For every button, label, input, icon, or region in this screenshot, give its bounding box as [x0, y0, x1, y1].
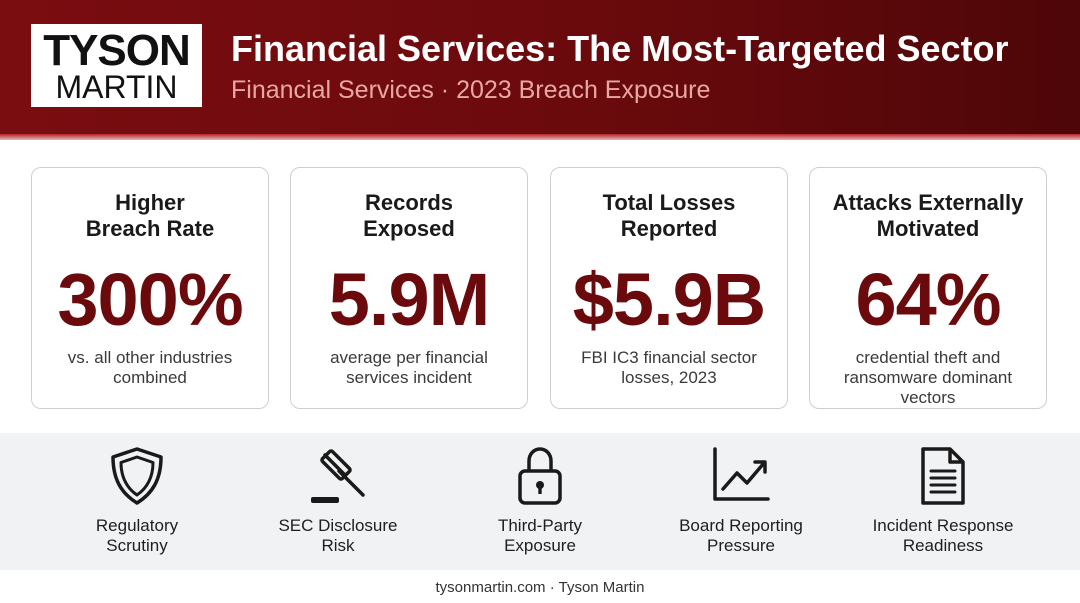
page-subtitle: Financial Services · 2023 Breach Exposur…: [231, 76, 711, 104]
stat-title: Total Losses Reported: [602, 190, 736, 241]
risk-item-board-reporting: Board Reporting Pressure: [656, 445, 826, 556]
risk-item-third-party: Third-Party Exposure: [455, 445, 625, 556]
shield-icon: [111, 447, 163, 505]
stat-card-breach-rate: Higher Breach Rate 300% vs. all other in…: [31, 167, 269, 409]
stat-value: 5.9M: [328, 258, 491, 341]
risk-label: Third-Party Exposure: [497, 516, 583, 555]
stat-title: Records Exposed: [363, 190, 455, 241]
lock-icon: [518, 447, 562, 505]
stat-card-external-attacks: Attacks Externally Motivated 64% credent…: [809, 167, 1047, 409]
stat-card-total-losses: Total Losses Reported $5.9B FBI IC3 fina…: [550, 167, 788, 409]
risk-label: SEC Disclosure Risk: [278, 516, 398, 555]
stat-description: FBI IC3 financial sector losses, 2023: [581, 348, 757, 387]
risk-item-sec-disclosure: SEC Disclosure Risk: [253, 445, 423, 556]
chart-trend-icon: [713, 447, 770, 501]
stat-title: Attacks Externally Motivated: [832, 190, 1024, 241]
page-title: Financial Services: The Most-Targeted Se…: [231, 28, 1009, 69]
footer-credit: tysonmartin.com · Tyson Martin: [435, 579, 645, 596]
stat-card-records-exposed: Records Exposed 5.9M average per financi…: [290, 167, 528, 409]
stat-description: credential theft and ransomware dominant…: [843, 348, 1013, 407]
stat-value: $5.9B: [572, 258, 766, 341]
stat-description: average per financial services incident: [330, 348, 488, 387]
risk-label: Incident Response Readiness: [872, 516, 1014, 555]
header-divider: [0, 134, 1080, 140]
risk-label: Regulatory Scrutiny: [95, 516, 179, 555]
gavel-icon: [311, 449, 365, 503]
risk-item-regulatory: Regulatory Scrutiny: [52, 445, 222, 556]
logo-line-1: TYSON: [43, 26, 191, 75]
logo-line-2: MARTIN: [55, 69, 178, 105]
document-icon: [921, 447, 965, 505]
stat-title: Higher Breach Rate: [85, 190, 215, 241]
stat-value: 300%: [57, 258, 243, 341]
risk-item-incident-response: Incident Response Readiness: [858, 445, 1028, 556]
stat-value: 64%: [855, 258, 1001, 341]
logo: TYSON MARTIN: [31, 24, 202, 107]
risk-label: Board Reporting Pressure: [679, 516, 803, 555]
stat-description: vs. all other industries combined: [67, 348, 233, 387]
